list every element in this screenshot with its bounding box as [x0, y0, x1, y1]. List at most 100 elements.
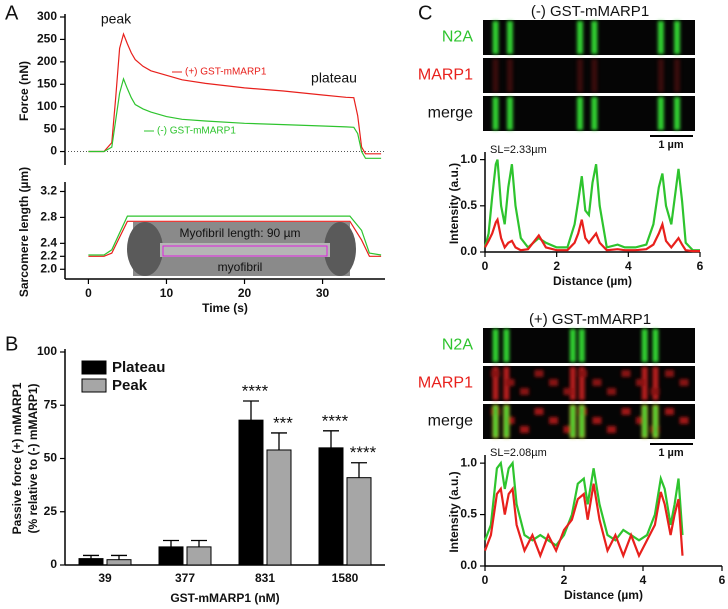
significance: **** — [350, 443, 377, 462]
speckle — [679, 379, 689, 386]
data-line — [483, 159, 700, 252]
stripe — [492, 97, 499, 130]
x-tick-label: 831 — [255, 571, 275, 585]
error-bar — [191, 539, 207, 547]
myofibril-end — [127, 222, 163, 276]
legend-swatch — [81, 378, 107, 393]
panel-title: (+) GST-mMARP1 — [529, 311, 651, 328]
significance: **** — [322, 411, 349, 430]
myofibril-outline — [162, 245, 328, 257]
speckle — [534, 408, 544, 415]
y-axis-label: Intensity (a.u.) — [447, 471, 461, 552]
y-tick-label: 2.2 — [40, 248, 57, 262]
error-bar — [83, 554, 99, 559]
stripe — [570, 406, 575, 437]
micrograph-signal — [492, 59, 681, 92]
micrograph — [483, 366, 695, 401]
error-bar — [111, 554, 127, 560]
myofibril-end — [324, 222, 356, 276]
myofibril-body — [160, 243, 330, 257]
stripe — [506, 59, 513, 92]
scale-bar-label: 1 µm — [658, 139, 684, 151]
speckle — [665, 408, 674, 415]
x-tick-label: 30 — [316, 286, 330, 300]
x-tick-label: 377 — [175, 571, 195, 585]
stripe — [641, 329, 648, 362]
speckle — [621, 408, 631, 415]
data-line — [484, 216, 700, 253]
x-tick-label: 4 — [625, 259, 632, 273]
speckle — [650, 388, 660, 395]
legend-label: (-) GST-mMARP1 — [157, 126, 236, 137]
stripe — [579, 406, 584, 437]
stripe — [578, 329, 585, 362]
y-tick-label: 100 — [37, 99, 57, 113]
stripe — [569, 367, 576, 400]
bar — [318, 447, 344, 566]
error-bar — [323, 430, 339, 448]
stripe — [652, 329, 659, 362]
y-axis-label: Force (nN) — [17, 61, 31, 121]
y-tick-label: 2.4 — [40, 236, 57, 250]
channel-label: N2A — [442, 29, 473, 46]
y-tick-label: 2.8 — [40, 210, 57, 224]
y-tick-label: 250 — [37, 32, 57, 46]
x-tick-label: 2 — [553, 259, 560, 273]
speckle — [563, 388, 573, 395]
stripe — [492, 329, 499, 362]
panel-label: C — [418, 2, 432, 24]
speckle — [679, 417, 689, 424]
annotation: SL=2.33µm — [490, 144, 547, 156]
channel-label: merge — [428, 105, 473, 122]
y-tick-label: 0.5 — [460, 507, 477, 521]
y-tick-label: 2.0 — [40, 261, 57, 275]
y-axis-label: Passive force (+) mMARP1 — [10, 382, 24, 534]
x-axis-label: Distance (µm) — [564, 588, 643, 602]
stripe — [569, 329, 576, 362]
image-label: myofibril — [218, 260, 263, 274]
stripe — [674, 59, 681, 92]
speckle — [520, 388, 529, 395]
y-tick-label: 25 — [44, 504, 58, 518]
stripe — [506, 97, 513, 130]
micrograph — [483, 328, 695, 363]
speckle — [578, 370, 587, 377]
panel-label: A — [5, 2, 19, 24]
x-tick-label: 0 — [482, 259, 489, 273]
data-line — [483, 483, 684, 559]
annotation: plateau — [311, 70, 357, 86]
x-tick-label: 20 — [238, 286, 252, 300]
x-axis-label: GST-mMARP1 (nM) — [170, 591, 279, 605]
y-tick-label: 300 — [37, 9, 57, 23]
speckle — [505, 417, 515, 424]
stripe — [577, 59, 584, 92]
speckle — [607, 426, 616, 433]
stripe — [578, 367, 585, 400]
speckle — [549, 417, 558, 424]
stripe — [657, 97, 664, 130]
stripe — [577, 97, 584, 130]
micrograph-signal — [492, 97, 681, 130]
stripe — [591, 21, 598, 54]
x-tick-label: 39 — [98, 571, 112, 585]
stripe — [674, 21, 681, 54]
bar — [238, 419, 264, 566]
error-bar — [243, 400, 259, 421]
micrograph-signal — [492, 21, 681, 54]
x-tick-label: 0 — [85, 286, 92, 300]
speckle — [505, 379, 515, 386]
speckle — [534, 370, 544, 377]
x-tick-label: 6 — [719, 573, 726, 587]
y-tick-label: 75 — [44, 397, 58, 411]
bar — [186, 546, 212, 566]
speckle — [491, 370, 500, 377]
error-bar — [163, 539, 179, 547]
stripe — [642, 406, 647, 437]
speckle — [636, 417, 645, 424]
stripe — [492, 59, 499, 92]
y-tick-label: 1.0 — [460, 152, 477, 166]
stripe — [493, 406, 498, 437]
stripe — [657, 59, 664, 92]
legend-label: (+) GST-mMARP1 — [185, 67, 267, 78]
